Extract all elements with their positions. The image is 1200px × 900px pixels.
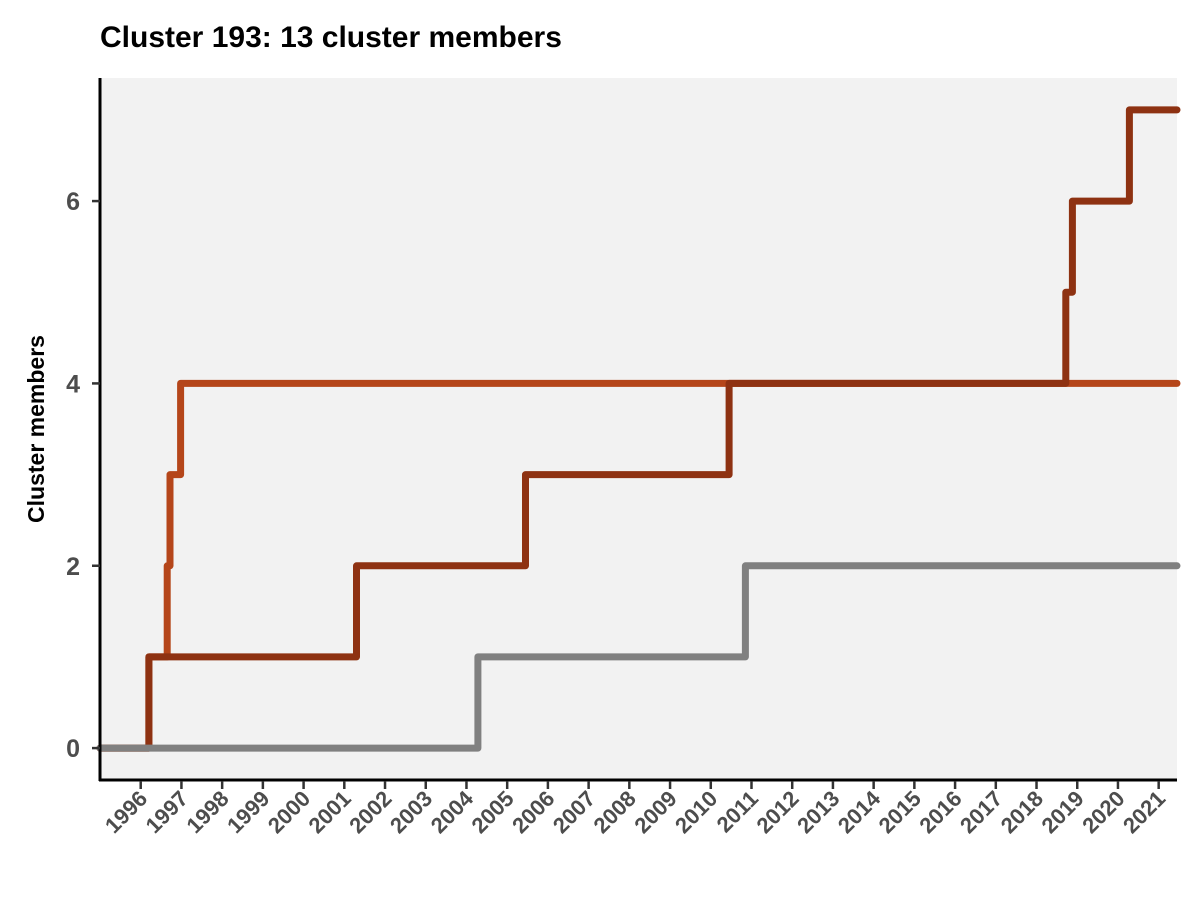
y-tick-label: 4 [66,370,80,398]
x-tick-label: 1998 [181,786,233,838]
x-tick-label: 2006 [507,786,559,838]
x-tick-label: 1996 [100,786,152,838]
plot-panel [100,78,1177,780]
x-tick-label: 2011 [712,786,763,837]
y-axis-label: Cluster members [23,335,49,523]
x-tick-label: 2013 [792,786,844,838]
y-tick-label: 0 [66,735,80,763]
x-tick-label: 2003 [385,786,437,838]
x-tick-label: 1999 [222,786,274,838]
series-line-3 [96,562,1181,752]
x-tick-label: 2016 [914,786,966,838]
x-tick-label: 2014 [833,785,886,838]
x-tick-label: 2007 [548,786,600,838]
x-tick-label: 2019 [1036,786,1088,838]
series-layer [96,106,1181,752]
x-tick-label: 2020 [1077,786,1129,838]
x-tick-label: 2018 [996,786,1048,838]
y-tick-label: 2 [66,553,80,581]
x-tick-label: 1997 [141,786,193,838]
x-tick-label: 2000 [263,786,315,838]
x-tick-label: 2008 [589,786,641,838]
x-tick-label: 2010 [670,786,722,838]
x-tick-label: 2009 [629,786,681,838]
x-axis-ticks: 1996199719981999200020012002200320042005… [100,781,1170,838]
x-tick-label: 2017 [955,786,1007,838]
x-tick-label: 2005 [466,786,518,838]
series-line-2 [96,106,1181,752]
x-tick-label: 2012 [751,786,803,838]
x-tick-label: 2015 [874,786,926,838]
chart-title: Cluster 193: 13 cluster members [100,21,562,54]
x-tick-label: 2021 [1118,786,1170,838]
x-tick-label: 2004 [426,785,479,838]
x-tick-label: 2001 [304,786,356,838]
x-tick-label: 2002 [344,786,396,838]
y-tick-label: 6 [66,188,80,216]
y-axis-ticks: 0 2 4 6 [66,188,100,763]
